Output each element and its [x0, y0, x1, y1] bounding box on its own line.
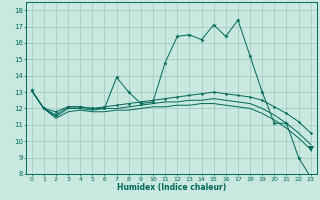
X-axis label: Humidex (Indice chaleur): Humidex (Indice chaleur) [116, 183, 226, 192]
